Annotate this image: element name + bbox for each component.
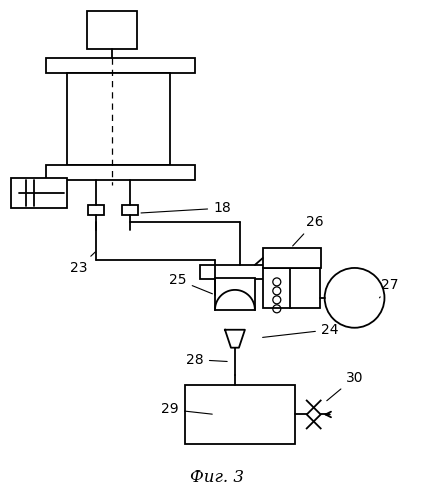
Text: 18: 18 [141,201,231,215]
Text: 30: 30 [327,371,363,401]
Bar [67,72,170,165]
Text: 24: 24 [263,323,339,337]
Bar [263,268,291,308]
Bar [89,205,104,215]
Text: 27: 27 [379,278,398,298]
Text: 29: 29 [161,403,212,417]
Bar [185,385,295,445]
Bar [122,205,138,215]
Bar [11,178,67,208]
Bar [46,57,195,72]
Bar [263,248,321,268]
Polygon shape [225,330,245,348]
Text: 28: 28 [186,353,227,367]
Bar [46,165,195,180]
Text: 23: 23 [70,252,95,275]
Bar [290,268,320,308]
Bar [215,278,255,310]
Text: 25: 25 [169,273,212,294]
Bar [200,265,270,279]
Bar [87,11,137,48]
Text: 26: 26 [293,215,323,246]
Text: Фиг. 3: Фиг. 3 [190,469,244,486]
